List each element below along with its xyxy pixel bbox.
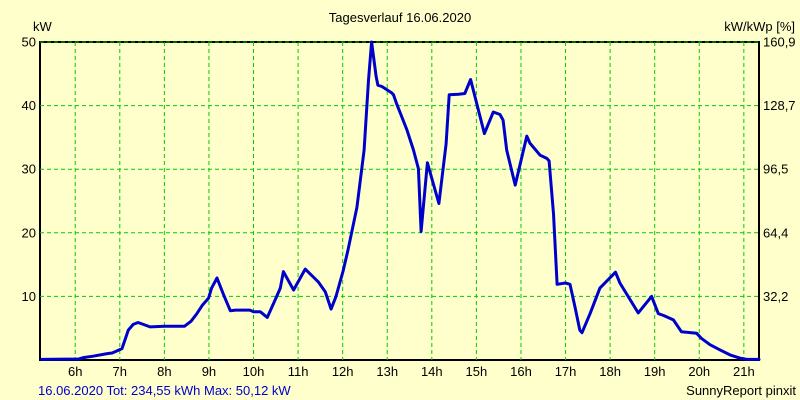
x-tick-label: 18h <box>599 364 621 379</box>
y-left-tick-label: 40 <box>22 98 36 113</box>
x-tick-label: 16h <box>510 364 532 379</box>
x-tick-label: 20h <box>688 364 710 379</box>
pv-power-line <box>40 40 761 361</box>
y-right-tick-label: 64,4 <box>763 225 788 240</box>
x-tick-label: 12h <box>332 364 354 379</box>
x-tick-label: 11h <box>288 364 309 379</box>
x-tick-label: 13h <box>376 364 398 379</box>
footer-branding-text: SunnyReport pinxit <box>686 383 796 398</box>
y-right-tick-label: 32,2 <box>763 289 788 304</box>
gridlines <box>40 41 759 360</box>
x-tick-label: 7h <box>113 364 127 379</box>
power-curve <box>40 40 761 361</box>
x-tick-label: 6h <box>68 364 82 379</box>
x-axis-ticks: 6h 7h 8h 9h 10h 11h 12h 13h 14h 15h 16h 17h 18h 19h 20… <box>68 364 755 379</box>
y-axis-right-ticks: 32,2 64,4 96,5 128,7 160,9 <box>763 35 796 304</box>
x-tick-label: 14h <box>421 364 443 379</box>
y-right-tick-label: 128,7 <box>763 98 796 113</box>
x-tick-label: 9h <box>202 364 216 379</box>
x-tick-label: 19h <box>644 364 666 379</box>
x-tick-label: 10h <box>243 364 265 379</box>
right-axis-unit-label: kW/kWp [%] <box>724 19 795 34</box>
left-axis-unit-label: kW <box>33 19 53 34</box>
x-tick-label: 8h <box>157 364 171 379</box>
y-right-tick-label: 96,5 <box>763 162 788 177</box>
y-left-tick-label: 30 <box>22 162 36 177</box>
y-axis-left-ticks: 10 20 30 40 50 <box>22 35 36 304</box>
plot-area-border <box>39 41 760 361</box>
x-tick-label: 21h <box>733 364 755 379</box>
chart-title: Tagesverlauf 16.06.2020 <box>329 10 471 25</box>
x-tick-label: 15h <box>466 364 488 379</box>
y-left-tick-label: 10 <box>22 289 36 304</box>
y-left-tick-label: 50 <box>22 35 36 50</box>
y-right-tick-label: 160,9 <box>763 35 796 50</box>
x-tick-label: 17h <box>555 364 577 379</box>
y-left-tick-label: 20 <box>22 225 36 240</box>
footer-summary-text: 16.06.2020 Tot: 234,55 kWh Max: 50,12 kW <box>38 383 291 398</box>
